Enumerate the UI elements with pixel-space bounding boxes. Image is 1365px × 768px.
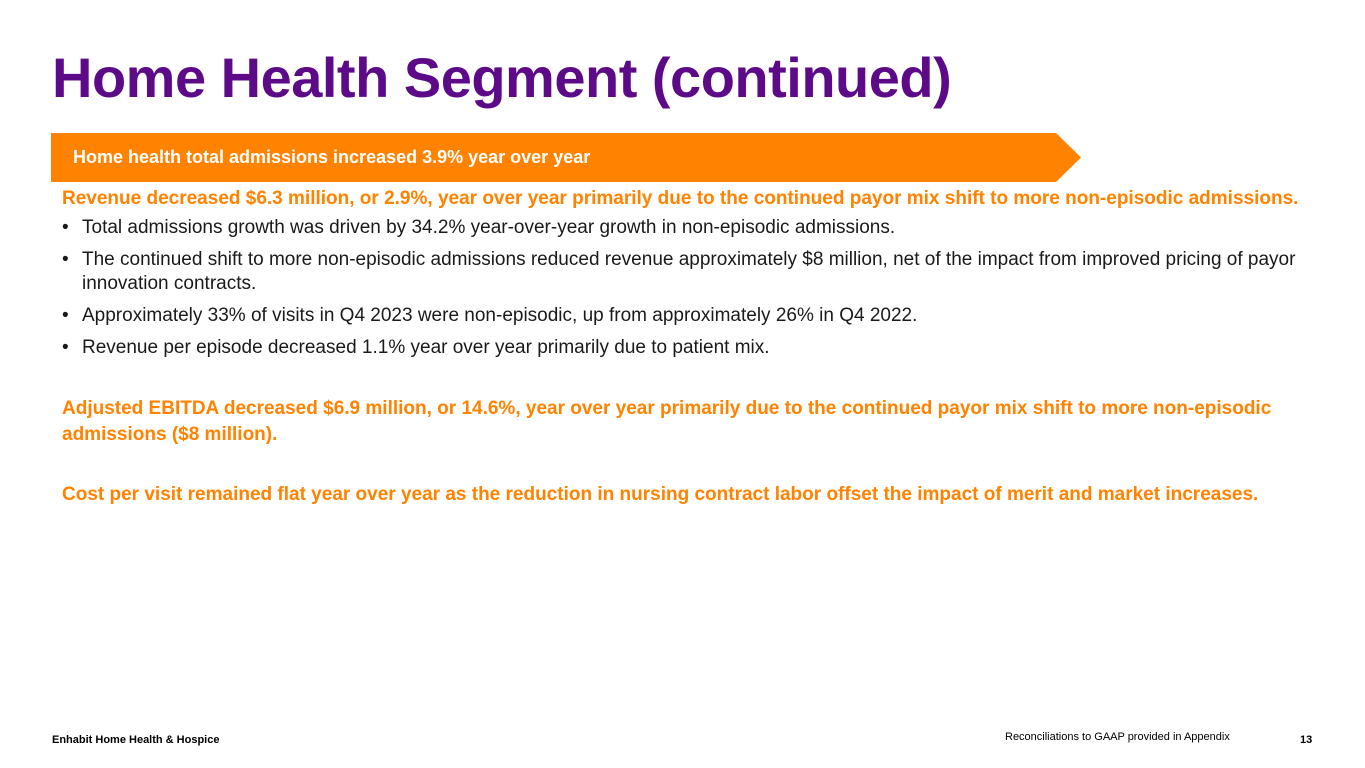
bullet-icon: • — [62, 217, 69, 238]
bullet-item: • The continued shift to more non-episod… — [62, 248, 1312, 296]
revenue-bullet-list: • Total admissions growth was driven by … — [62, 216, 1312, 360]
footer-company: Enhabit Home Health & Hospice — [52, 734, 220, 746]
page-number: 13 — [1300, 734, 1313, 746]
page-title: Home Health Segment (continued) — [52, 46, 952, 109]
bullet-text: Total admissions growth was driven by 34… — [82, 217, 896, 238]
bullet-item: • Total admissions growth was driven by … — [62, 216, 1312, 240]
bullet-text: Revenue per episode decreased 1.1% year … — [82, 337, 770, 358]
cost-headline: Cost per visit remained flat year over y… — [62, 484, 1259, 505]
bullet-text: Approximately 33% of visits in Q4 2023 w… — [82, 305, 918, 326]
bullet-icon: • — [62, 305, 69, 326]
revenue-headline: Revenue decreased $6.3 million, or 2.9%,… — [62, 188, 1299, 209]
banner-text: Home health total admissions increased 3… — [73, 147, 591, 167]
bullet-icon: • — [62, 249, 69, 270]
bullet-item: • Approximately 33% of visits in Q4 2023… — [62, 304, 1312, 328]
bullet-icon: • — [62, 337, 69, 358]
bullet-text: The continued shift to more non-episodic… — [82, 249, 1296, 294]
bullet-item: • Revenue per episode decreased 1.1% yea… — [62, 336, 1312, 360]
content-body: Revenue decreased $6.3 million, or 2.9%,… — [62, 186, 1312, 508]
ebitda-headline: Adjusted EBITDA decreased $6.9 million, … — [62, 398, 1272, 445]
highlight-banner: Home health total admissions increased 3… — [51, 133, 1081, 182]
footer-note: Reconciliations to GAAP provided in Appe… — [1005, 731, 1230, 743]
